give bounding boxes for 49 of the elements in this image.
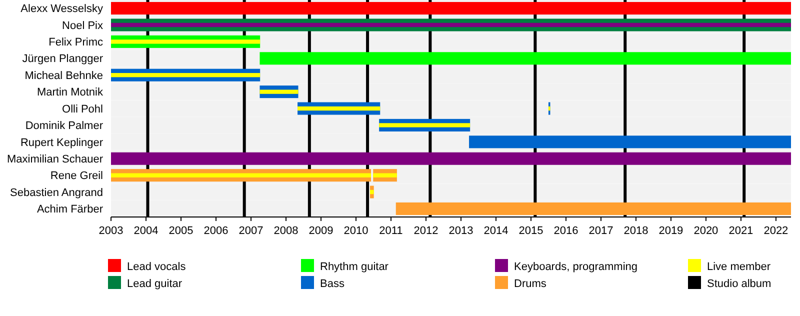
y-tick-label: Maximilian Schauer: [7, 153, 104, 166]
legend-label: Drums: [514, 278, 547, 290]
y-tick-label: Micheal Behnke: [24, 70, 103, 82]
x-tick-label: 2010: [344, 225, 368, 237]
y-tick-label: Felix Primc: [48, 36, 104, 49]
x-tick-label: 2013: [448, 225, 474, 237]
bar: [111, 73, 260, 78]
legend-label: Live member: [707, 260, 771, 273]
legend-label: Keyboards, programming: [514, 260, 638, 273]
legend-label: Bass: [320, 278, 345, 290]
x-tick-label: 2005: [168, 225, 194, 237]
legend-label: Lead vocals: [127, 260, 186, 273]
y-tick-label: Alexx Wesselsky: [20, 3, 104, 16]
y-tick-label: Sebastien Angrand: [10, 186, 103, 199]
bar: [298, 106, 380, 111]
x-tick-label: 2018: [624, 225, 648, 237]
y-tick-label: Achim Färber: [36, 204, 104, 216]
bar: [111, 40, 260, 44]
x-tick-label: 2021: [728, 225, 754, 237]
y-tick-label: Noel Pix: [62, 20, 104, 32]
x-tick-label: 2022: [764, 225, 788, 237]
bar: [379, 123, 470, 128]
x-tick-label: 2008: [274, 225, 298, 237]
x-tick-label: 2006: [204, 225, 228, 237]
y-tick-label: Martin Motnik: [36, 86, 104, 99]
x-tick-label: 2012: [414, 225, 438, 237]
x-tick-label: 2004: [134, 225, 158, 237]
x-tick-label: 2017: [588, 225, 614, 237]
x-tick-label: 2016: [554, 225, 578, 237]
legend-label: Rhythm guitar: [320, 260, 389, 273]
y-tick-label: Olli Pohl: [62, 103, 103, 116]
x-tick-label: 2020: [694, 225, 718, 237]
x-tick-label: 2003: [98, 225, 124, 237]
bar: [370, 190, 374, 194]
legend-label: Lead guitar: [127, 278, 182, 290]
x-tick-label: 2009: [308, 225, 334, 237]
y-tick-label: Jürgen Plangger: [22, 53, 104, 66]
y-tick-label: Rene Greil: [50, 170, 103, 182]
x-tick-label: 2007: [238, 225, 264, 237]
x-tick-label: 2019: [658, 225, 684, 237]
legend-label: Studio album: [707, 278, 772, 290]
x-tick-label: 2011: [379, 225, 403, 237]
y-tick-label: Dominik Palmer: [25, 120, 104, 132]
bar: [260, 90, 298, 94]
x-tick-label: 2015: [518, 225, 544, 237]
x-tick-label: 2014: [484, 225, 508, 237]
bar: [111, 173, 372, 178]
bar: [373, 173, 397, 178]
y-tick-label: Rupert Keplinger: [20, 136, 104, 149]
